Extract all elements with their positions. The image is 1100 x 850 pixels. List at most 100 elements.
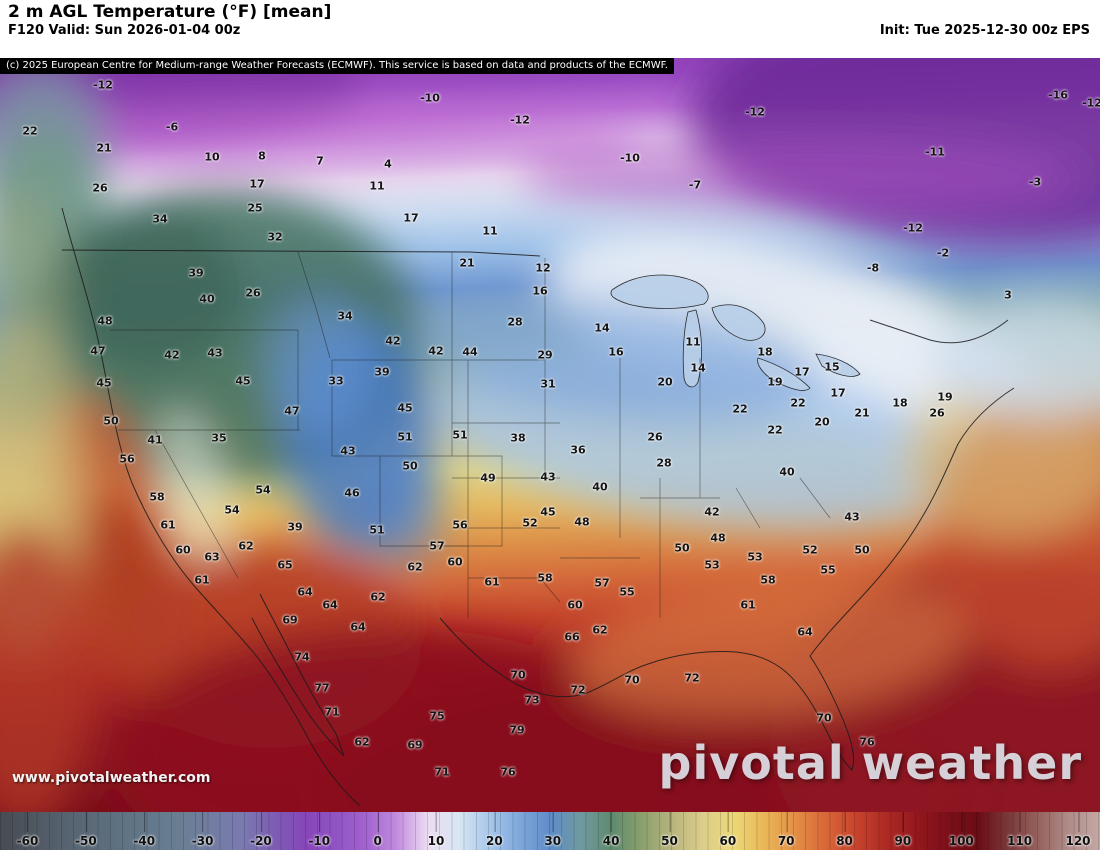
temp-label: 21 xyxy=(854,406,870,420)
temp-label: 26 xyxy=(245,286,261,300)
init-time: Init: Tue 2025-12-30 00z EPS xyxy=(879,23,1090,38)
temp-label: 7 xyxy=(316,154,324,168)
temp-label: 10 xyxy=(204,150,220,164)
temp-label: -12 xyxy=(510,113,530,127)
temp-label: 51 xyxy=(397,430,413,444)
temp-label: -16 xyxy=(1048,88,1068,102)
temp-label: 17 xyxy=(403,211,419,225)
temp-label: 19 xyxy=(767,375,783,389)
temp-label: 76 xyxy=(500,765,516,779)
temp-label: 69 xyxy=(282,613,298,627)
temp-label: -12 xyxy=(93,78,113,92)
temp-label: 62 xyxy=(238,539,254,553)
temp-label: -10 xyxy=(420,91,440,105)
colorbar-tick: -40 xyxy=(133,812,156,848)
temp-label: 61 xyxy=(160,518,176,532)
temp-label: 3 xyxy=(1004,288,1012,302)
temp-label: 33 xyxy=(328,374,344,388)
color-scale-gradient xyxy=(0,812,1100,850)
temp-label: -10 xyxy=(620,151,640,165)
temp-label: 61 xyxy=(740,598,756,612)
temp-label: 58 xyxy=(537,571,553,585)
colorbar-tick: 80 xyxy=(836,812,853,848)
colorbar-tick: 60 xyxy=(719,812,737,848)
temp-label: 61 xyxy=(194,573,210,587)
map-graphic xyxy=(0,58,1100,812)
temp-label: -12 xyxy=(745,105,765,119)
temp-label: 35 xyxy=(211,431,227,445)
temp-label: 14 xyxy=(690,361,706,375)
temp-label: 63 xyxy=(204,550,220,564)
temp-label: 73 xyxy=(524,693,540,707)
temp-label: 28 xyxy=(507,315,523,329)
temp-label: 53 xyxy=(704,558,720,572)
temp-label: 62 xyxy=(407,560,423,574)
temp-label: 50 xyxy=(854,543,870,557)
temp-label: 45 xyxy=(397,401,413,415)
temp-label: -2 xyxy=(936,246,950,260)
temp-label: 25 xyxy=(247,201,263,215)
temp-label: 50 xyxy=(674,541,690,555)
temp-label: 64 xyxy=(797,625,813,639)
temp-label: 19 xyxy=(937,390,953,404)
temp-label: 43 xyxy=(540,470,556,484)
colorbar-tick: -30 xyxy=(191,812,214,848)
temp-label: 53 xyxy=(747,550,763,564)
color-scale-ticks: -60 -50 -40 -30 -20 -10 0 10 20 30 40 50 60 70 80 90 100… xyxy=(0,812,1100,850)
temp-label: 38 xyxy=(510,431,526,445)
temp-label: 69 xyxy=(407,738,423,752)
temp-label: 79 xyxy=(509,723,525,737)
temp-label: 64 xyxy=(322,598,338,612)
temp-label: 17 xyxy=(794,365,810,379)
temp-label: 56 xyxy=(452,518,468,532)
temp-label: 75 xyxy=(429,709,445,723)
temp-label: 52 xyxy=(802,543,818,557)
temp-label: 76 xyxy=(859,735,875,749)
temp-label: -7 xyxy=(688,178,702,192)
temp-label: 22 xyxy=(767,423,783,437)
temp-label: 45 xyxy=(540,505,556,519)
temp-label: 20 xyxy=(814,415,830,429)
temp-label: 29 xyxy=(537,348,553,362)
temp-label: 62 xyxy=(354,735,370,749)
header: 2 m AGL Temperature (°F) [mean] F120 Val… xyxy=(0,0,1100,58)
temp-label: 45 xyxy=(235,374,251,388)
temp-label: 34 xyxy=(152,212,168,226)
temp-label: 36 xyxy=(570,443,586,457)
geography-borders xyxy=(61,207,1015,807)
temp-label: 54 xyxy=(224,503,240,517)
temp-label: 40 xyxy=(779,465,795,479)
temp-label: 49 xyxy=(480,471,496,485)
temp-label: 62 xyxy=(370,590,386,604)
temp-label: 26 xyxy=(92,181,108,195)
temp-label: -3 xyxy=(1028,175,1042,189)
temp-label: 50 xyxy=(103,414,119,428)
temp-label: 40 xyxy=(592,480,608,494)
temp-label: 43 xyxy=(207,346,223,360)
temp-label: 42 xyxy=(385,334,401,348)
temp-label: 22 xyxy=(790,396,806,410)
temp-label: 18 xyxy=(892,396,908,410)
temp-label: -12 xyxy=(903,221,923,235)
colorbar-tick: -50 xyxy=(75,812,97,848)
temp-label: 43 xyxy=(844,510,860,524)
temp-label: 8 xyxy=(258,149,266,163)
temp-label: 11 xyxy=(369,179,385,193)
temp-label: 43 xyxy=(340,444,356,458)
temp-label: 42 xyxy=(428,344,444,358)
temp-label: 65 xyxy=(277,558,293,572)
temp-label: 60 xyxy=(175,543,191,557)
colorbar-tick: -20 xyxy=(250,812,272,848)
temp-label: 14 xyxy=(594,321,610,335)
colorbar-tick: 40 xyxy=(602,812,620,848)
temp-label: 77 xyxy=(314,681,330,695)
temp-label: 16 xyxy=(608,345,624,359)
temp-label: 48 xyxy=(574,515,590,529)
temp-label: 50 xyxy=(402,459,418,473)
temp-label: 54 xyxy=(255,483,271,497)
state-borders xyxy=(110,251,831,618)
temp-label: -11 xyxy=(925,145,945,159)
temp-label: 11 xyxy=(685,335,701,349)
temp-label: 51 xyxy=(452,428,468,442)
temp-label: 34 xyxy=(337,309,353,323)
